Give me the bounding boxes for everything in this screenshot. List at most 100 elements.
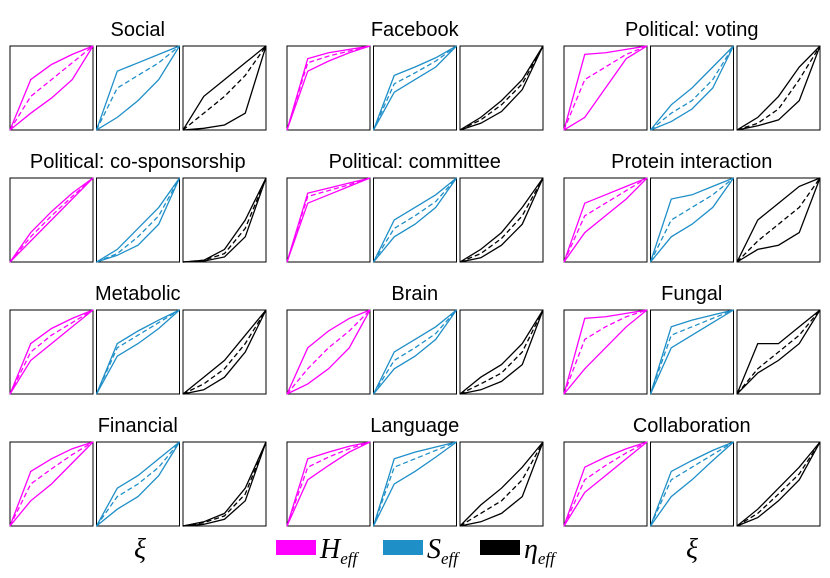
- curve: [96, 177, 181, 263]
- curve: [563, 441, 648, 527]
- curve: [563, 177, 648, 263]
- curve: [736, 177, 821, 263]
- curve: [372, 45, 457, 131]
- curve: [286, 309, 371, 395]
- curve: [649, 309, 734, 395]
- panel-frame: [9, 309, 94, 395]
- curve: [182, 45, 267, 131]
- panel-frame: [563, 441, 648, 527]
- panel-frame: [373, 309, 457, 395]
- panel-frame: [9, 45, 94, 131]
- curve: [286, 45, 371, 131]
- legend-name: H: [319, 534, 342, 565]
- curve: [736, 177, 821, 263]
- curve: [372, 309, 458, 395]
- panel-frame: [286, 45, 371, 131]
- legend-sub: eff: [340, 549, 359, 568]
- curve: [459, 309, 544, 395]
- panel-frame: [286, 309, 371, 395]
- panel-frame: [650, 309, 734, 395]
- curve: [372, 309, 457, 395]
- curve: [182, 441, 267, 527]
- curve: [563, 45, 648, 131]
- panel-frame: [650, 441, 734, 527]
- curve: [563, 441, 648, 527]
- panel-frame: [459, 309, 544, 395]
- chart-title: Political: committee: [329, 151, 501, 173]
- legend-name: η: [524, 534, 538, 565]
- curve: [286, 177, 371, 263]
- chart-title: Political: co-sponsorship: [30, 151, 246, 173]
- legend-sub: eff: [441, 549, 460, 568]
- panel-frame: [373, 441, 457, 527]
- panel-frame: [96, 45, 180, 131]
- curve: [96, 177, 181, 263]
- panel-frame: [459, 45, 544, 131]
- curve: [736, 441, 821, 527]
- curve: [182, 177, 267, 263]
- curve: [459, 309, 544, 395]
- panel-frame: [182, 177, 267, 263]
- curve: [9, 45, 94, 131]
- curve: [459, 309, 544, 395]
- curve: [182, 177, 267, 263]
- curve: [649, 309, 734, 395]
- curve: [9, 309, 94, 395]
- curve: [736, 441, 821, 527]
- curve: [95, 309, 180, 395]
- curve: [459, 177, 544, 263]
- panel-frame: [563, 309, 648, 395]
- curve: [650, 45, 735, 131]
- curve: [459, 45, 544, 131]
- curve: [736, 309, 821, 395]
- curve: [286, 177, 371, 263]
- legend-sub: eff: [538, 549, 557, 568]
- curve: [9, 309, 94, 395]
- curve: [286, 45, 371, 131]
- chart-title: Language: [370, 415, 459, 437]
- panel-frame: [96, 441, 180, 527]
- chart-title: Facebook: [371, 19, 460, 41]
- x-axis-label: ξ: [686, 534, 698, 565]
- curve: [459, 45, 544, 131]
- curve: [182, 309, 267, 395]
- chart-title: Collaboration: [633, 415, 751, 437]
- panel-frame: [96, 309, 180, 395]
- curve: [95, 441, 180, 527]
- curve: [286, 441, 371, 527]
- curve: [649, 441, 734, 527]
- curve: [372, 441, 457, 527]
- curve: [286, 309, 371, 395]
- legend-label: Seff: [427, 534, 460, 568]
- curve: [459, 177, 544, 263]
- curve: [96, 45, 181, 131]
- panel-frame: [736, 45, 821, 131]
- curve: [182, 45, 267, 131]
- curve: [649, 177, 734, 263]
- curve: [9, 45, 94, 131]
- curve: [649, 441, 734, 527]
- curve: [736, 45, 821, 131]
- curve: [286, 177, 371, 263]
- curve: [459, 441, 544, 527]
- curve: [182, 441, 267, 527]
- curve: [649, 177, 735, 263]
- chart-title: Financial: [98, 415, 178, 437]
- legend-swatch: [276, 540, 316, 555]
- curve: [182, 309, 267, 395]
- curve: [286, 309, 371, 395]
- panel-frame: [96, 177, 180, 263]
- curve: [459, 45, 544, 131]
- panel-frame: [182, 309, 267, 395]
- legend-name: S: [427, 534, 441, 565]
- curve: [563, 45, 648, 131]
- curve: [372, 45, 457, 131]
- curve: [9, 177, 94, 263]
- curve: [736, 309, 821, 395]
- curve: [650, 45, 735, 131]
- legend-swatch: [383, 540, 423, 555]
- panel-frame: [650, 45, 734, 131]
- panel-frame: [182, 441, 267, 527]
- panel-frame: [373, 177, 457, 263]
- curve: [459, 441, 544, 527]
